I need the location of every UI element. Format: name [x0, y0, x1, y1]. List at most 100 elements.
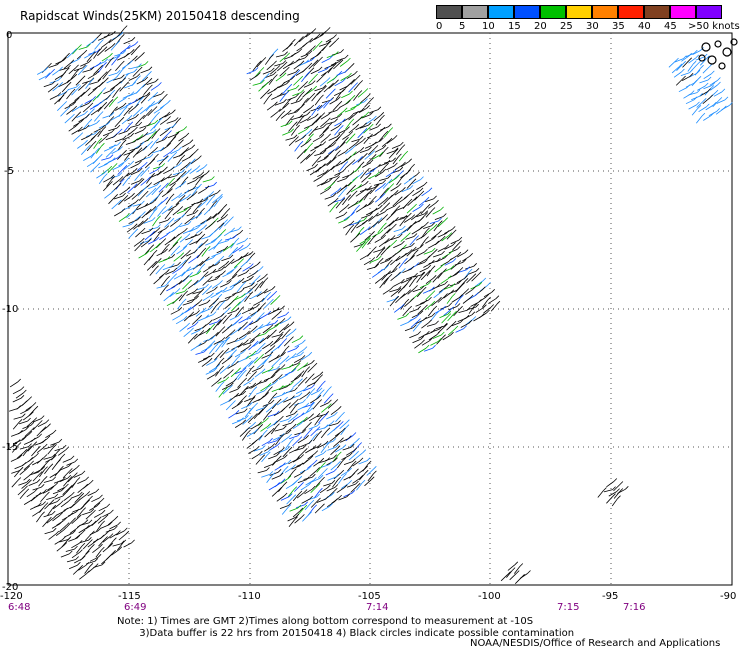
- wind-barb-flag: [440, 289, 445, 293]
- wind-barb-flag: [242, 390, 247, 395]
- wind-barb: [133, 223, 141, 230]
- wind-barb: [297, 451, 305, 458]
- wind-barb: [329, 40, 337, 48]
- wind-barb-flag: [693, 79, 698, 84]
- wind-barb: [128, 231, 136, 239]
- wind-barb: [243, 380, 252, 386]
- wind-barb: [314, 87, 324, 92]
- wind-barb: [373, 249, 383, 253]
- wind-barb-flag: [306, 153, 311, 158]
- wind-barb: [60, 109, 68, 117]
- wind-barb: [300, 156, 308, 164]
- wind-barb: [261, 354, 271, 359]
- wind-barb: [79, 539, 89, 544]
- wind-barb-flag: [170, 148, 175, 153]
- wind-barb-flag: [60, 465, 64, 470]
- wind-barb-flag: [299, 140, 304, 145]
- wind-barb: [237, 372, 244, 381]
- wind-barb: [195, 222, 204, 228]
- wind-barb: [691, 63, 698, 71]
- wind-barb: [103, 33, 113, 38]
- wind-barb-flag: [237, 312, 242, 317]
- wind-barb: [282, 422, 292, 427]
- wind-barb-flag: [122, 50, 127, 54]
- wind-barb: [89, 505, 98, 511]
- wind-barb-flag: [274, 48, 279, 53]
- lat-tick-label: -10: [2, 304, 18, 315]
- wind-barb-flag: [350, 118, 355, 123]
- wind-barb: [348, 126, 357, 134]
- wind-barb-flag: [249, 288, 253, 293]
- wind-barb: [356, 222, 365, 229]
- wind-barb-flag: [447, 313, 452, 317]
- wind-barb: [303, 362, 312, 368]
- wind-barb-flag: [81, 470, 86, 475]
- wind-barb: [390, 290, 399, 297]
- wind-barb: [418, 333, 427, 339]
- wind-barb-flag: [511, 567, 516, 571]
- wind-barb-flag: [398, 153, 402, 158]
- wind-barb-flag: [254, 283, 258, 287]
- wind-barb-flag: [80, 118, 85, 123]
- wind-barb-flag: [314, 450, 319, 454]
- wind-barb: [350, 104, 359, 110]
- wind-barb-flag: [152, 199, 157, 203]
- wind-barb: [108, 127, 118, 132]
- wind-barb-flag: [295, 398, 299, 403]
- wind-barb-flag: [283, 481, 288, 486]
- wind-barb-flag: [176, 233, 180, 238]
- wind-barb-flag: [176, 172, 180, 176]
- wind-barb-flag: [380, 229, 384, 233]
- wind-barb: [246, 442, 255, 449]
- wind-barb-flag: [69, 550, 73, 555]
- wind-barb: [273, 394, 282, 399]
- wind-barb: [308, 129, 316, 137]
- wind-barb: [210, 305, 217, 314]
- wind-barb: [316, 75, 324, 83]
- wind-barb: [291, 354, 301, 359]
- wind-barb-flag: [96, 48, 101, 53]
- wind-barb-flag: [394, 295, 399, 300]
- wind-barb: [316, 427, 326, 431]
- wind-barb: [266, 293, 275, 301]
- wind-barb-flag: [394, 202, 399, 207]
- wind-barb: [334, 171, 343, 176]
- wind-barb-flag: [316, 105, 321, 109]
- wind-barb: [345, 435, 354, 442]
- wind-barb-flag: [30, 460, 34, 465]
- wind-barb-flag: [327, 186, 332, 190]
- wind-barb: [327, 429, 335, 436]
- wind-barb-flag: [264, 429, 268, 434]
- wind-barb-flag: [310, 401, 315, 406]
- wind-barb: [410, 321, 418, 328]
- wind-barb: [328, 423, 338, 427]
- wind-barb-flag: [66, 106, 71, 111]
- wind-barb-flag: [92, 140, 97, 145]
- wind-barb: [287, 489, 295, 497]
- wind-barb: [317, 172, 326, 178]
- wind-barb: [457, 269, 467, 273]
- wind-barb: [173, 274, 183, 280]
- wind-barb-flag: [692, 60, 697, 65]
- wind-barb-flag: [350, 224, 355, 229]
- wind-barb: [252, 82, 262, 86]
- wind-barb: [227, 363, 236, 369]
- wind-barb: [153, 180, 162, 186]
- wind-barb: [328, 136, 338, 141]
- wind-barb-flag: [299, 462, 304, 467]
- wind-barb-flag: [681, 68, 685, 73]
- wind-barb-flag: [59, 512, 63, 516]
- wind-barb: [172, 171, 182, 176]
- wind-barb-flag: [456, 303, 461, 307]
- wind-barb-flag: [390, 286, 394, 290]
- wind-barb-flag: [108, 39, 112, 43]
- wind-barb-flag: [284, 454, 288, 458]
- wind-barb-flag: [76, 524, 81, 529]
- wind-barb-flag: [52, 504, 57, 509]
- wind-barb-flag: [28, 445, 32, 450]
- wind-barb: [190, 345, 199, 351]
- wind-barb-flag: [71, 88, 76, 93]
- wind-barb: [206, 197, 213, 206]
- wind-barb-flag: [298, 374, 302, 378]
- wind-barb-flag: [56, 498, 61, 502]
